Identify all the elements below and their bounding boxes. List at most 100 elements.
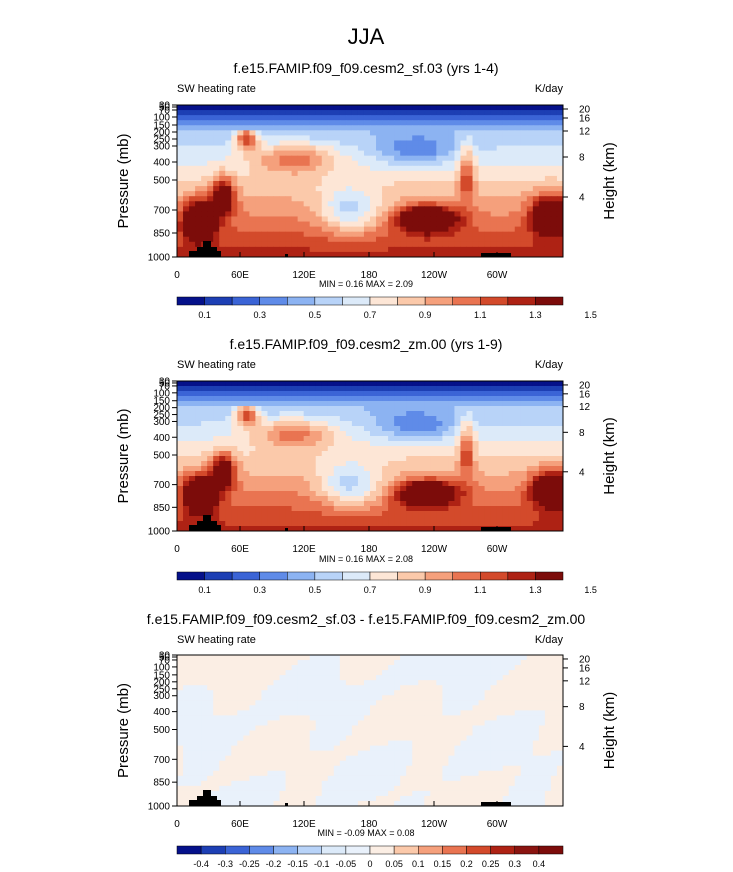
- field-cell: [243, 476, 250, 482]
- field-cell: [201, 406, 208, 412]
- field-cell: [370, 526, 377, 532]
- field-cell: [255, 695, 262, 701]
- field-cell: [321, 236, 329, 243]
- field-cell: [406, 710, 413, 716]
- field-cell: [478, 680, 486, 686]
- field-cell: [309, 456, 317, 462]
- field-cell: [249, 140, 256, 147]
- field-cell: [201, 491, 208, 497]
- field-cell: [237, 196, 244, 202]
- field-cell: [406, 441, 413, 447]
- field-cell: [351, 466, 359, 472]
- field-cell: [255, 466, 262, 472]
- field-cell: [526, 665, 534, 671]
- field-cell: [207, 506, 214, 512]
- field-cell: [279, 720, 287, 726]
- field-cell: [490, 680, 498, 686]
- field-cell: [315, 181, 323, 187]
- field-cell: [520, 720, 528, 726]
- field-cell: [207, 700, 214, 706]
- field-cell: [436, 426, 443, 432]
- field-cell: [460, 690, 467, 696]
- field-cell: [345, 461, 353, 467]
- field-cell: [436, 170, 443, 177]
- field-cell: [321, 231, 329, 238]
- field-cell: [448, 150, 455, 157]
- field-cell: [556, 690, 564, 696]
- field-cell: [424, 206, 431, 212]
- field-cell: [532, 695, 540, 701]
- field-cell: [394, 521, 401, 527]
- field-cell: [177, 241, 184, 248]
- field-cell: [394, 471, 401, 477]
- field-cell: [315, 115, 323, 121]
- field-cell: [207, 191, 214, 197]
- field-cell: [418, 110, 425, 116]
- field-cell: [454, 665, 461, 671]
- field-cell: [297, 196, 305, 202]
- field-cell: [183, 391, 190, 397]
- field-cell: [249, 135, 256, 141]
- field-cell: [388, 206, 395, 212]
- field-cell: [544, 511, 552, 517]
- field-cell: [213, 690, 220, 696]
- field-cell: [466, 496, 474, 502]
- field-cell: [520, 426, 528, 432]
- field-cell: [225, 165, 232, 172]
- field-cell: [370, 436, 377, 442]
- field-cell: [261, 401, 268, 407]
- field-cell: [388, 446, 395, 452]
- field-cell: [514, 115, 522, 121]
- field-cell: [394, 491, 401, 497]
- field-cell: [177, 246, 184, 253]
- field-cell: [382, 381, 389, 387]
- field-cell: [339, 221, 347, 228]
- field-cell: [225, 655, 232, 661]
- field-cell: [333, 196, 341, 202]
- field-cell: [520, 211, 528, 217]
- field-cell: [201, 175, 208, 182]
- field-cell: [189, 226, 196, 233]
- field-cell: [207, 155, 214, 162]
- field-cell: [279, 481, 287, 487]
- field-cell: [370, 431, 377, 437]
- field-cell: [400, 236, 407, 243]
- field-cell: [255, 130, 262, 136]
- field-cell: [291, 461, 299, 467]
- field-cell: [544, 150, 552, 157]
- field-cell: [219, 221, 226, 228]
- field-cell: [183, 501, 190, 507]
- field-cell: [327, 481, 335, 487]
- field-cell: [207, 226, 214, 233]
- field-cell: [418, 181, 425, 187]
- field-cell: [315, 416, 323, 422]
- field-cell: [484, 211, 492, 217]
- field-cell: [496, 476, 504, 482]
- height-tick-label: 12: [579, 127, 591, 138]
- field-cell: [448, 110, 455, 116]
- field-cell: [436, 441, 443, 447]
- field-cell: [532, 186, 540, 192]
- field-cell: [183, 481, 190, 487]
- field-cell: [490, 725, 498, 731]
- field-cell: [478, 715, 486, 721]
- field-cell: [231, 221, 238, 228]
- field-cell: [189, 675, 196, 681]
- field-cell: [424, 665, 431, 671]
- field-cell: [508, 655, 516, 661]
- field-cell: [490, 685, 498, 691]
- field-cell: [406, 690, 413, 696]
- field-cell: [357, 160, 365, 167]
- field-cell: [357, 705, 365, 711]
- field-cell: [261, 521, 268, 527]
- field-cell: [400, 181, 407, 187]
- field-cell: [538, 246, 546, 253]
- field-cell: [502, 506, 510, 512]
- field-cell: [351, 431, 359, 437]
- field-cell: [508, 221, 516, 228]
- field-cell: [189, 135, 196, 141]
- field-cell: [327, 426, 335, 432]
- field-cell: [213, 436, 220, 442]
- field-cell: [315, 516, 323, 522]
- field-cell: [484, 481, 492, 487]
